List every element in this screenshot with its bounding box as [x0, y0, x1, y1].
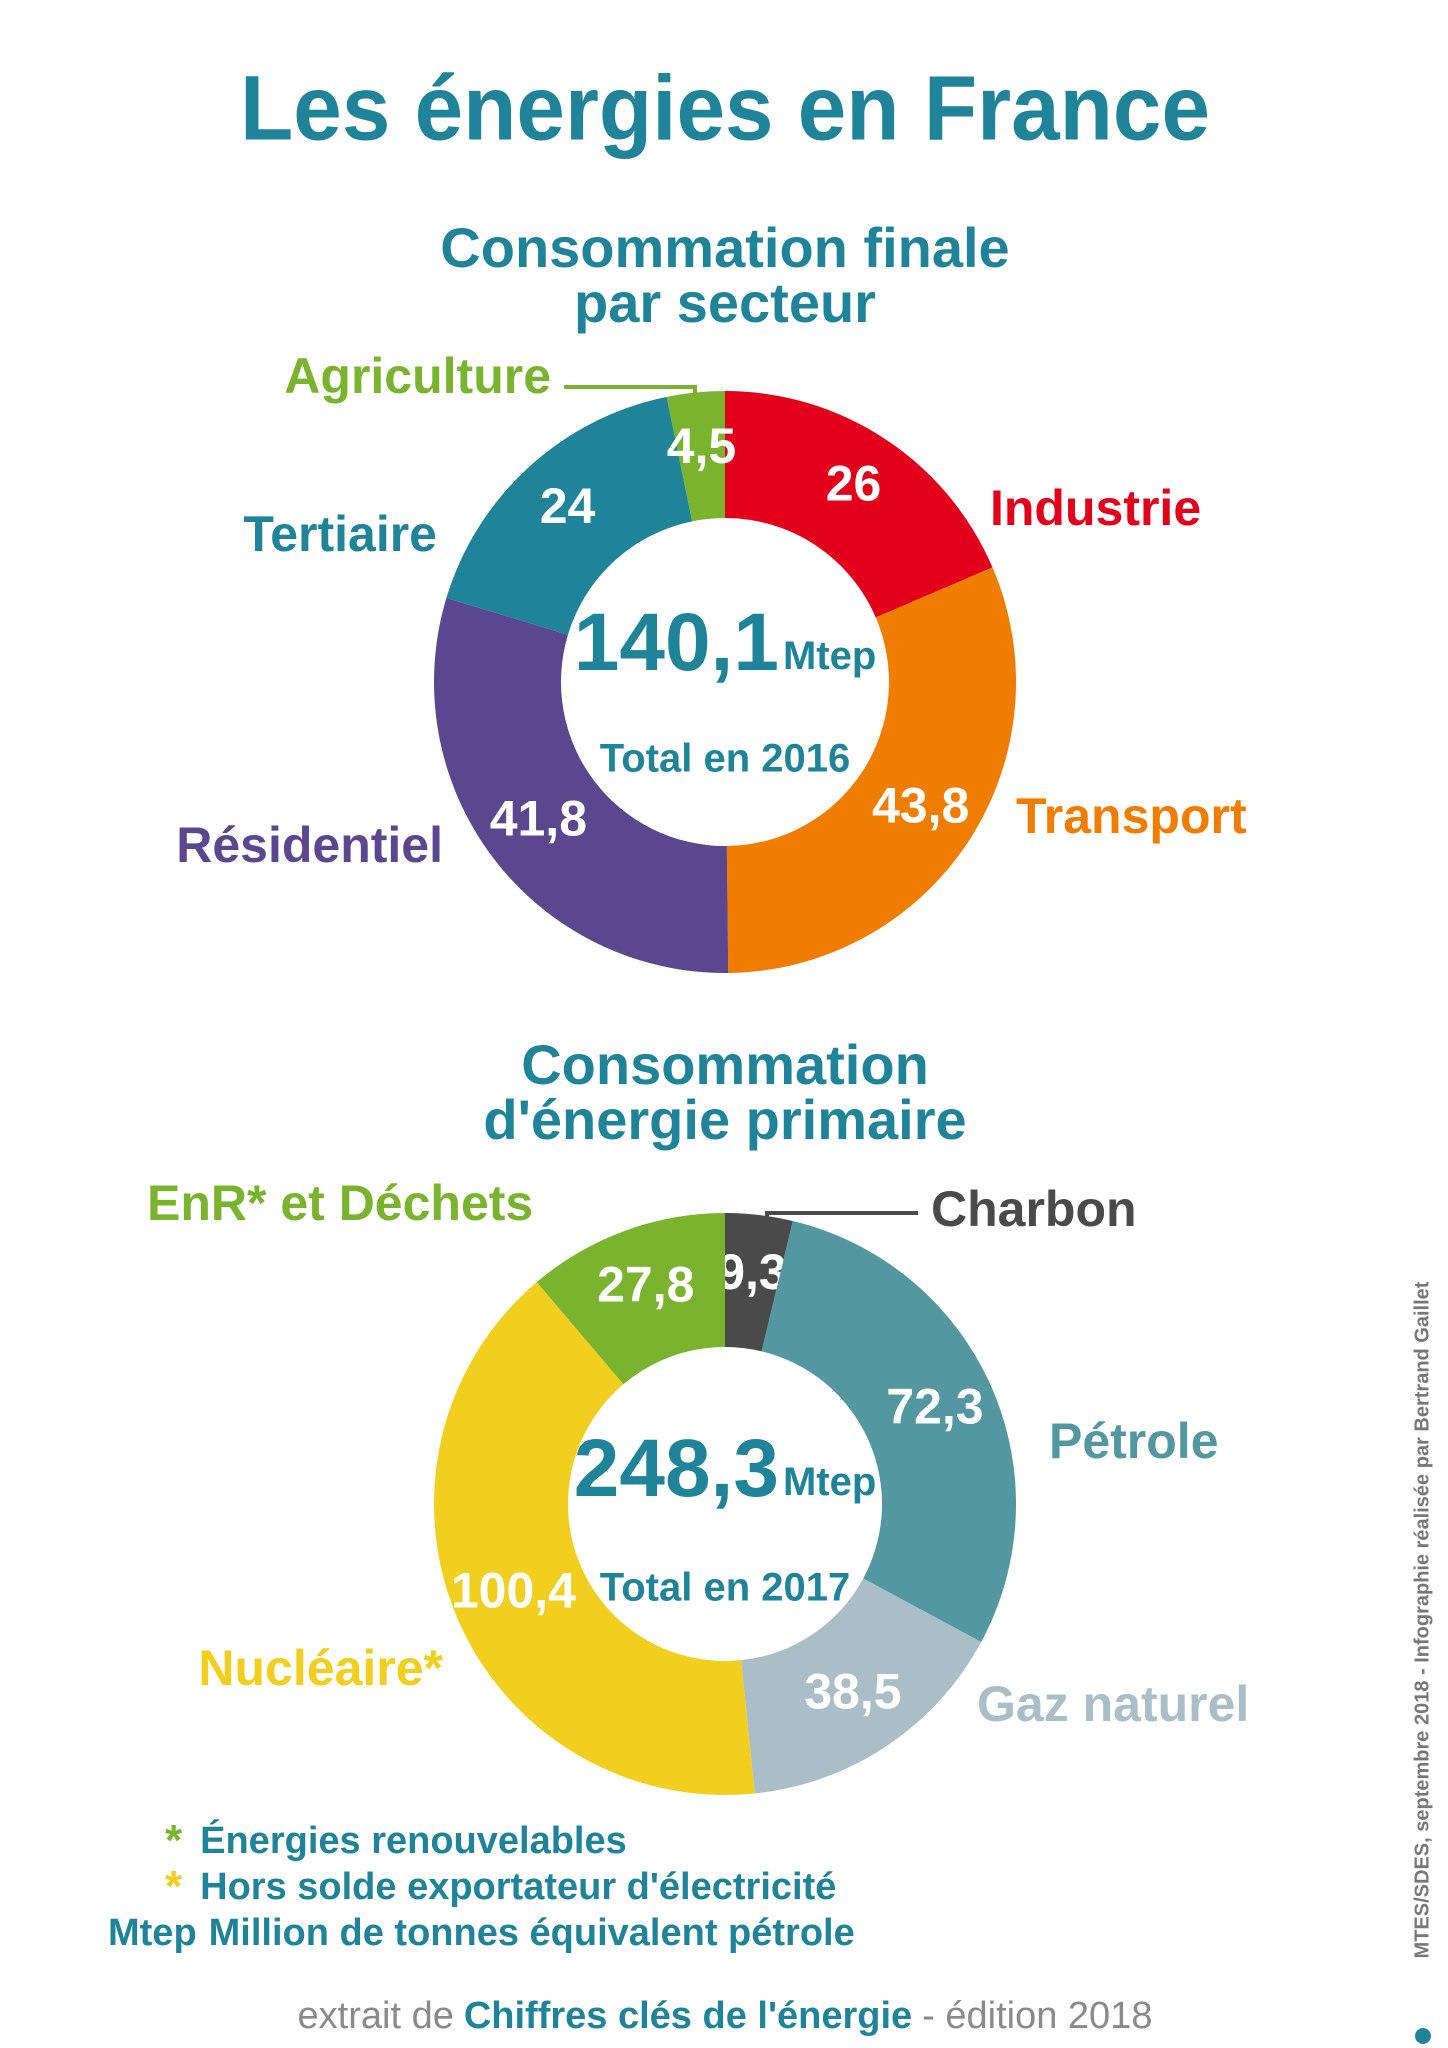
value-label: 43,8: [872, 778, 969, 834]
note-marker: Mtep: [108, 1912, 197, 1954]
leader-line: [765, 1211, 918, 1236]
note-text: Énergies renouvelables: [200, 1818, 627, 1862]
value-label: 24: [540, 478, 596, 534]
total-value: 140,1: [574, 597, 779, 688]
leader-line: [564, 385, 697, 404]
category-label: Résidentiel: [176, 817, 443, 873]
total-caption: Total en 2016: [600, 737, 850, 781]
note: * Hors solde exportateur d'électricité: [165, 1862, 836, 1911]
credit: MTES/SDES, septembre 2018 - Infographie …: [1411, 1281, 1433, 1958]
total-unit: Mtep: [783, 1460, 876, 1504]
value-label: 72,3: [886, 1378, 983, 1434]
note-marker: *: [165, 1862, 183, 1911]
value-label: 27,8: [597, 1256, 694, 1312]
note-text: Hors solde exportateur d'électricité: [200, 1866, 836, 1908]
category-label: Charbon: [931, 1181, 1137, 1237]
note-text: Million de tonnes équivalent pétrole: [209, 1912, 855, 1954]
value-label: 38,5: [804, 1663, 901, 1719]
chart-title: Consommation: [521, 1033, 929, 1096]
category-label: Nucléaire*: [198, 1640, 443, 1696]
source-suffix: - édition 2018: [922, 1995, 1152, 2037]
total: 248,3 Mtep: [574, 1423, 877, 1514]
donut-segment: [433, 1282, 755, 1795]
category-label: Industrie: [990, 480, 1201, 536]
donut-segment: [741, 1578, 982, 1794]
value-label: 41,8: [490, 791, 587, 847]
chart-title: Consommation finale: [440, 216, 1009, 279]
source-prefix: extrait de: [298, 1995, 454, 2037]
note: Mtep Million de tonnes équivalent pétrole: [108, 1912, 855, 1954]
note: * Énergies renouvelables: [165, 1816, 627, 1865]
main-title: Les énergies en France: [240, 57, 1210, 159]
value-label: 100,4: [451, 1562, 576, 1618]
note-marker: *: [165, 1816, 183, 1865]
donut-segment: [726, 567, 1017, 973]
source: extrait de Chiffres clés de l'énergie - éd…: [298, 1995, 1153, 2037]
total-unit: Mtep: [783, 634, 876, 678]
category-label: Tertiaire: [243, 506, 437, 562]
category-label: Transport: [1016, 788, 1247, 844]
category-label: Agriculture: [284, 348, 551, 404]
donut-segment: [761, 1221, 1016, 1642]
donut-segment: [666, 391, 725, 522]
category-label: EnR* et Déchets: [147, 1175, 533, 1231]
donut-segment: [446, 396, 693, 635]
donut-segment: [725, 1213, 793, 1352]
chart-title: d'énergie primaire: [483, 1088, 966, 1151]
category-label: Pétrole: [1049, 1413, 1219, 1469]
value-label: 9,3: [717, 1244, 787, 1300]
chart-title: par secteur: [574, 271, 876, 334]
category-label: Gaz naturel: [977, 1676, 1249, 1732]
total: 140,1 Mtep: [574, 597, 877, 688]
total-caption: Total en 2017: [600, 1566, 850, 1610]
credit-dot: [1415, 2028, 1431, 2044]
donut-segment: [725, 391, 993, 618]
donut-segment: [433, 598, 729, 973]
source-title: Chiffres clés de l'énergie: [464, 1995, 912, 2037]
donut-segment: [536, 1213, 725, 1385]
value-label: 26: [826, 455, 882, 511]
total-value: 248,3: [574, 1423, 779, 1514]
value-label: 4,5: [667, 418, 737, 474]
